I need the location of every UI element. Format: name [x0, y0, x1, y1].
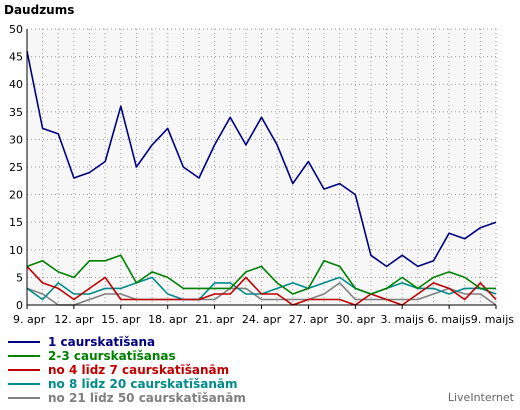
- x-tick-label: 9. apr: [13, 313, 46, 326]
- y-tick-label: 40: [9, 78, 23, 91]
- y-tick-label: 0: [16, 299, 23, 312]
- legend-label: 1 caurskatīšana: [48, 335, 155, 349]
- series-line: [26, 50, 497, 268]
- legend-label: no 21 līdz 50 caurskatīšanām: [48, 391, 246, 405]
- chart-title: Daudzums: [4, 3, 74, 17]
- series-line: [26, 254, 496, 295]
- brand-label: LiveInternet: [448, 391, 515, 404]
- y-tick-label: 30: [9, 133, 23, 146]
- legend-label: no 8 līdz 20 caurskatīšanām: [48, 377, 237, 391]
- y-tick-label: 45: [9, 51, 23, 64]
- y-tick-label: 35: [9, 106, 23, 119]
- x-tick-label: 21. apr: [195, 313, 235, 326]
- x-tick-labels: 9. apr 12. apr 15. apr 18. apr 21. apr 24. ap…: [13, 305, 514, 326]
- y-tick-label: 50: [9, 23, 23, 36]
- grid: [27, 28, 497, 305]
- series-lines: [26, 50, 497, 306]
- y-tick-label: 20: [9, 189, 23, 202]
- x-tick-label: 3. maijs: [381, 313, 425, 326]
- x-tick-label: 27. apr: [289, 313, 329, 326]
- x-tick-label: 12. apr: [54, 313, 94, 326]
- y-tick-label: 10: [9, 244, 23, 257]
- series-line: [26, 265, 497, 306]
- legend-label: 2-3 caurskatīšanas: [48, 349, 176, 363]
- y-tick-label: 25: [9, 161, 23, 174]
- y-tick-label: 15: [9, 216, 23, 229]
- x-tick-label: 15. apr: [101, 313, 141, 326]
- x-tick-label: 30. apr: [336, 313, 376, 326]
- x-tick-label: 9. maijs: [471, 313, 515, 326]
- plot-area: [27, 29, 496, 305]
- x-tick-label: 6. maijs: [427, 313, 471, 326]
- y-tick-labels: 0 5 10 15 20 25 30 35 40 45 50: [9, 23, 23, 312]
- x-tick-label: 18. apr: [148, 313, 188, 326]
- series-line: [26, 282, 497, 306]
- y-tick-label: 5: [16, 271, 23, 284]
- legend-label: no 4 līdz 7 caurskatīšanām: [48, 363, 229, 377]
- x-tick-label: 24. apr: [242, 313, 282, 326]
